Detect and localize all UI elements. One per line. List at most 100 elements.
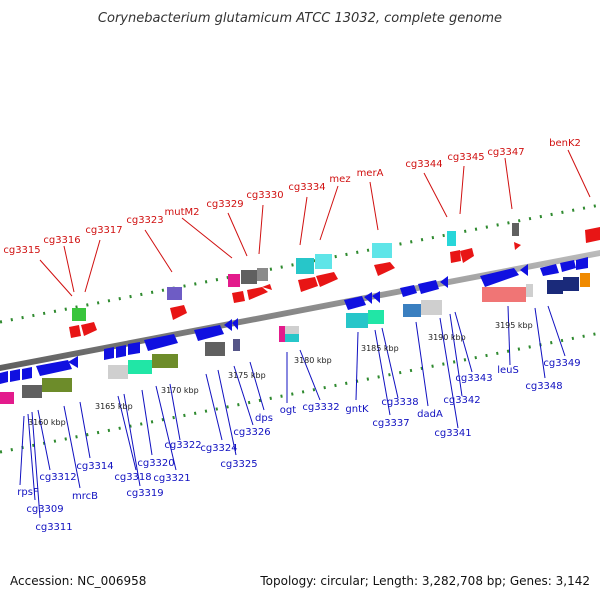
label-cg3349[interactable]: cg3349 — [543, 358, 580, 369]
label-cg3324[interactable]: cg3324 — [200, 443, 237, 454]
gene-cg3349-box[interactable] — [547, 280, 563, 294]
label-cg3314[interactable]: cg3314 — [76, 461, 113, 472]
label-mez[interactable]: mez — [329, 174, 350, 185]
gene-mrcB-box[interactable] — [42, 378, 72, 392]
gene-rpsF-box[interactable] — [0, 392, 14, 404]
label-cg3309[interactable]: cg3309 — [26, 504, 63, 515]
gene-rev-20[interactable] — [540, 264, 559, 276]
gene-cg3341-box[interactable] — [421, 300, 442, 315]
gene-rev-15[interactable] — [372, 291, 380, 303]
label-cg3330[interactable]: cg3330 — [246, 190, 283, 201]
gene-cg3320-box[interactable] — [152, 354, 178, 368]
label-benK2[interactable]: benK2 — [549, 138, 581, 149]
gene-rev-02[interactable] — [10, 369, 20, 382]
gene-rev-14[interactable] — [364, 292, 372, 304]
label-dadA[interactable]: dadA — [417, 409, 443, 420]
gene-cg3329-arrow[interactable] — [247, 287, 268, 300]
gene-cg3324-box[interactable] — [205, 342, 225, 356]
label-cg3312[interactable]: cg3312 — [39, 472, 76, 483]
gene-rev-08[interactable] — [128, 342, 140, 355]
label-gntK[interactable]: gntK — [345, 404, 369, 415]
label-cg3341[interactable]: cg3341 — [434, 428, 471, 439]
label-cg3334[interactable]: cg3334 — [288, 182, 325, 193]
gene-leuS-box[interactable] — [482, 287, 526, 302]
gene-mez-arrow[interactable] — [316, 272, 338, 287]
gene-leuS-arrow[interactable] — [480, 268, 519, 287]
label-cg3345[interactable]: cg3345 — [447, 152, 484, 163]
label-cg3348[interactable]: cg3348 — [525, 381, 562, 392]
label-cg3342[interactable]: cg3342 — [443, 395, 480, 406]
label-cg3316[interactable]: cg3316 — [43, 235, 80, 246]
gene-cg3332-box[interactable] — [285, 334, 299, 342]
gene-rev-22[interactable] — [576, 257, 588, 270]
gene-mutM2-box[interactable] — [228, 274, 240, 287]
gene-cg3312-box[interactable] — [22, 385, 42, 398]
label-cg3344[interactable]: cg3344 — [405, 159, 442, 170]
gene-dadA-box[interactable] — [403, 304, 421, 317]
gene-cg3348-box[interactable] — [526, 284, 533, 297]
gene-cg3345-arrow-a[interactable] — [450, 250, 461, 263]
gene-cg3349b-box[interactable] — [563, 277, 579, 291]
gene-rev-04[interactable] — [36, 360, 72, 376]
label-cg3343[interactable]: cg3343 — [455, 373, 492, 384]
gene-benK2-arrow[interactable] — [585, 227, 600, 243]
gene-merA-arrow[interactable] — [374, 262, 395, 276]
label-cg3321[interactable]: cg3321 — [153, 473, 190, 484]
gene-cg3326-box[interactable] — [233, 339, 240, 351]
label-leuS[interactable]: leuS — [497, 365, 519, 376]
gene-cg3323-box[interactable] — [167, 287, 182, 300]
gene-cg3319-box[interactable] — [128, 360, 152, 374]
label-cg3326[interactable]: cg3326 — [233, 427, 270, 438]
label-rpsF[interactable]: rpsF — [17, 487, 39, 498]
gene-cg3347-arrow[interactable] — [514, 242, 521, 250]
gene-mutM2-arrow[interactable] — [232, 291, 245, 303]
gene-cg3318-box[interactable] — [108, 365, 128, 379]
label-cg3319[interactable]: cg3319 — [126, 488, 163, 499]
label-ogt[interactable]: ogt — [280, 405, 296, 416]
gene-cg3344-box[interactable] — [447, 231, 456, 246]
gene-rev-05[interactable] — [68, 356, 78, 368]
gene-cg3334-box[interactable] — [296, 258, 314, 274]
label-cg3318[interactable]: cg3318 — [114, 472, 151, 483]
gene-cg3334-arrow[interactable] — [298, 277, 318, 292]
label-cg3337[interactable]: cg3337 — [372, 418, 409, 429]
label-cg3323[interactable]: cg3323 — [126, 215, 163, 226]
gene-cg3345-arrow-b[interactable] — [460, 248, 474, 263]
label-cg3322[interactable]: cg3322 — [164, 440, 201, 451]
gene-rev-13[interactable] — [344, 296, 366, 310]
label-cg3315[interactable]: cg3315 — [3, 245, 40, 256]
gene-cg3329-box[interactable] — [241, 270, 257, 284]
gene-cg3317b-arrow[interactable] — [81, 322, 97, 336]
label-cg3347[interactable]: cg3347 — [487, 147, 524, 158]
gene-rev-17[interactable] — [418, 280, 439, 294]
gene-rev-21[interactable] — [560, 260, 576, 272]
gene-rev-06[interactable] — [104, 347, 114, 360]
label-cg3332[interactable]: cg3332 — [302, 402, 339, 413]
label-cg3320[interactable]: cg3320 — [137, 458, 174, 469]
gene-cg3317-arrow[interactable] — [69, 325, 81, 338]
gene-gntK-box[interactable] — [346, 313, 368, 328]
gene-rev-03[interactable] — [22, 367, 32, 380]
gene-rev-10[interactable] — [194, 325, 224, 341]
gene-rev-07[interactable] — [116, 345, 126, 358]
gene-cg3347-box[interactable] — [512, 223, 519, 236]
label-cg3317[interactable]: cg3317 — [85, 225, 122, 236]
label-cg3325[interactable]: cg3325 — [220, 459, 257, 470]
gene-mez-box[interactable] — [315, 254, 332, 269]
gene-cg3338-box[interactable] — [368, 310, 384, 324]
label-mrcB[interactable]: mrcB — [72, 491, 98, 502]
label-cg3311[interactable]: cg3311 — [35, 522, 72, 533]
label-cg3338[interactable]: cg3338 — [381, 397, 418, 408]
label-merA[interactable]: merA — [357, 168, 384, 179]
label-dps[interactable]: dps — [255, 413, 273, 424]
gene-cg3323-arrow[interactable] — [170, 305, 187, 320]
gene-rev-16[interactable] — [400, 285, 417, 297]
gene-cg3316-box[interactable] — [72, 308, 86, 321]
gene-orange-box[interactable] — [580, 273, 590, 287]
label-cg3329[interactable]: cg3329 — [206, 199, 243, 210]
gene-ogt-box-b[interactable] — [285, 326, 299, 334]
gene-rev-11[interactable] — [224, 319, 232, 331]
gene-merA-box[interactable] — [372, 243, 392, 258]
gene-rev-09[interactable] — [144, 334, 178, 351]
gene-rev-19[interactable] — [520, 264, 528, 276]
